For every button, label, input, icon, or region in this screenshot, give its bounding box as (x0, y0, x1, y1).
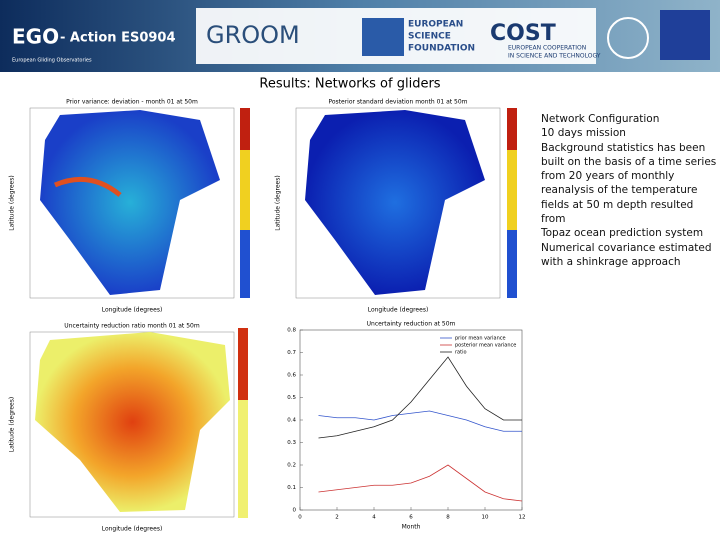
eu-flag (660, 10, 710, 60)
legend-label: posterior mean variance (455, 343, 516, 349)
y-tick-label: 0 (293, 508, 297, 514)
y-tick-label: 0.7 (287, 350, 296, 356)
x-axis-label: Longitude (degrees) (368, 307, 429, 314)
legend-label: prior mean variance (455, 336, 506, 342)
cost-sub: EUROPEAN COOPERATION (508, 45, 586, 52)
ego-subtitle: European Gliding Observatories (12, 58, 92, 64)
panel-title: Posterior standard deviation month 01 at… (328, 99, 467, 106)
text-block: Network Configuration 10 days mission Back… (541, 112, 720, 269)
text-line: 10 days mission (541, 127, 626, 140)
x-tick-label: 12 (519, 515, 526, 521)
text-line: from 20 years of monthly (541, 170, 675, 183)
cost-logo: COST (490, 21, 556, 46)
panel-title: Uncertainty reduction ratio month 01 at … (64, 323, 200, 330)
x-tick-label: 8 (446, 515, 450, 521)
globe-logo (607, 17, 649, 59)
y-tick-label: 0.8 (287, 328, 296, 334)
esf-logo: EUROPEAN (408, 20, 463, 30)
x-tick-label: 4 (372, 515, 376, 521)
panel-title: Prior variance: deviation - month 01 at … (66, 99, 198, 106)
series-line (318, 410, 522, 432)
y-tick-label: 0.6 (287, 373, 296, 379)
x-axis-label: Longitude (degrees) (102, 307, 163, 314)
x-tick-label: 6 (409, 515, 413, 521)
text-line: Numerical covariance estimated (541, 241, 712, 254)
x-tick-label: 2 (335, 515, 339, 521)
y-axis-label: Latitude (degrees) (9, 175, 16, 230)
cost-sub: IN SCIENCE AND TECHNOLOGY (508, 53, 601, 60)
slide-title: Results: Networks of gliders (259, 77, 440, 92)
text-line: built on the basis of a time series (541, 155, 717, 168)
y-tick-label: 0.1 (287, 485, 296, 491)
text-line: with a shinkrage approach (541, 255, 681, 268)
x-axis-label: Longitude (degrees) (102, 526, 163, 533)
series-line (318, 356, 522, 439)
y-tick-label: 0.3 (287, 440, 296, 446)
chart-title: Uncertainty reduction at 50m (367, 321, 456, 328)
text-line: Topaz ocean prediction system (541, 227, 704, 240)
map-panel (295, 107, 517, 299)
series-line (318, 464, 523, 502)
x-tick-label: 10 (482, 515, 489, 521)
x-axis-label: Month (402, 524, 421, 531)
esf-logo: FOUNDATION (408, 44, 475, 54)
text-line: Background statistics has been (541, 141, 706, 154)
action-label: - Action ES0904 (60, 31, 176, 46)
text-line: fields at 50 m depth resulted from (541, 198, 694, 226)
legend-label: ratio (455, 350, 467, 356)
map-panel (29, 107, 250, 299)
x-tick-label: 0 (298, 515, 302, 521)
map-panel (29, 328, 248, 518)
ego-logo: EGO (12, 25, 59, 49)
y-axis-label: Latitude (degrees) (275, 175, 282, 230)
y-tick-label: 0.4 (287, 418, 296, 424)
groom-logo: GROOM (206, 21, 300, 49)
fp7-logo (362, 18, 404, 56)
y-axis-label: Latitude (degrees) (9, 397, 16, 452)
esf-logo: SCIENCE (408, 32, 451, 42)
text-line: reanalysis of the temperature (541, 184, 698, 197)
text-line: Network Configuration (541, 113, 660, 125)
y-tick-label: 0.5 (287, 395, 296, 401)
y-tick-label: 0.2 (287, 463, 296, 469)
